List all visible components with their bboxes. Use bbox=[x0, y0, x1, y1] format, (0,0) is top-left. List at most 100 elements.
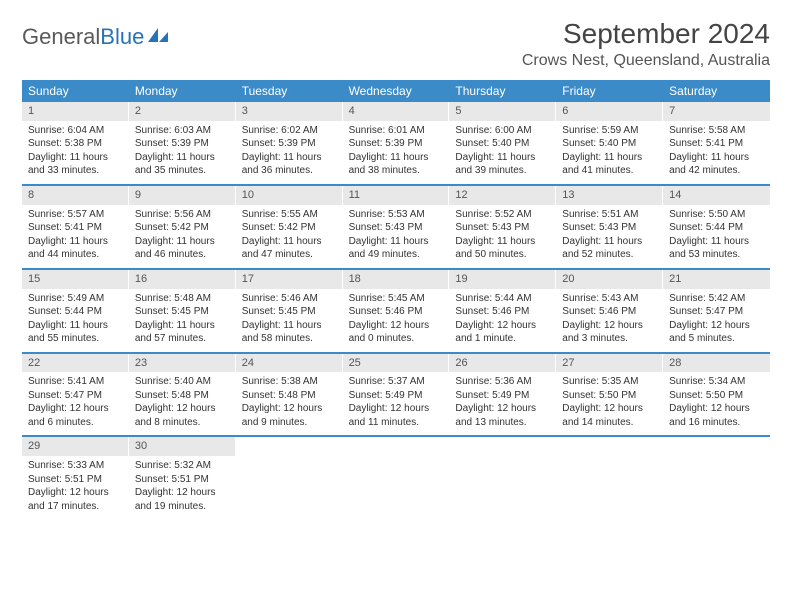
calendar-cell: 21Sunrise: 5:42 AMSunset: 5:47 PMDayligh… bbox=[663, 270, 770, 352]
sunset-text: Sunset: 5:39 PM bbox=[242, 137, 337, 151]
daylight-text: Daylight: 12 hours bbox=[669, 402, 764, 416]
daylight-text: and 58 minutes. bbox=[242, 332, 337, 346]
sunset-text: Sunset: 5:44 PM bbox=[669, 221, 764, 235]
logo-text-1: General bbox=[22, 24, 100, 50]
sunrise-text: Sunrise: 5:42 AM bbox=[669, 292, 764, 306]
daylight-text: Daylight: 11 hours bbox=[562, 151, 657, 165]
calendar-cell bbox=[663, 437, 770, 519]
day-number: 23 bbox=[129, 354, 236, 373]
cell-body: Sunrise: 5:32 AMSunset: 5:51 PMDaylight:… bbox=[129, 456, 236, 519]
day-number: 19 bbox=[449, 270, 556, 289]
sunrise-text: Sunrise: 5:51 AM bbox=[562, 208, 657, 222]
sunrise-text: Sunrise: 5:48 AM bbox=[135, 292, 230, 306]
day-number: 21 bbox=[663, 270, 770, 289]
daylight-text: and 35 minutes. bbox=[135, 164, 230, 178]
cell-body: Sunrise: 5:59 AMSunset: 5:40 PMDaylight:… bbox=[556, 121, 663, 184]
calendar-cell bbox=[343, 437, 450, 519]
cell-body: Sunrise: 5:40 AMSunset: 5:48 PMDaylight:… bbox=[129, 372, 236, 435]
day-number: 18 bbox=[343, 270, 450, 289]
title-block: September 2024 Crows Nest, Queensland, A… bbox=[522, 18, 770, 78]
daylight-text: and 50 minutes. bbox=[455, 248, 550, 262]
calendar-cell: 18Sunrise: 5:45 AMSunset: 5:46 PMDayligh… bbox=[343, 270, 450, 352]
daylight-text: Daylight: 12 hours bbox=[349, 319, 444, 333]
weeks-container: 1Sunrise: 6:04 AMSunset: 5:38 PMDaylight… bbox=[22, 102, 770, 519]
week-row: 15Sunrise: 5:49 AMSunset: 5:44 PMDayligh… bbox=[22, 270, 770, 354]
day-number bbox=[449, 437, 556, 456]
sunrise-text: Sunrise: 5:46 AM bbox=[242, 292, 337, 306]
daylight-text: Daylight: 12 hours bbox=[562, 402, 657, 416]
sunset-text: Sunset: 5:39 PM bbox=[349, 137, 444, 151]
day-number: 28 bbox=[663, 354, 770, 373]
day-number: 2 bbox=[129, 102, 236, 121]
sunset-text: Sunset: 5:46 PM bbox=[562, 305, 657, 319]
day-number: 11 bbox=[343, 186, 450, 205]
daylight-text: and 41 minutes. bbox=[562, 164, 657, 178]
daylight-text: and 19 minutes. bbox=[135, 500, 230, 514]
daylight-text: Daylight: 12 hours bbox=[28, 402, 123, 416]
cell-body: Sunrise: 6:01 AMSunset: 5:39 PMDaylight:… bbox=[343, 121, 450, 184]
sunset-text: Sunset: 5:50 PM bbox=[669, 389, 764, 403]
week-row: 1Sunrise: 6:04 AMSunset: 5:38 PMDaylight… bbox=[22, 102, 770, 186]
week-row: 8Sunrise: 5:57 AMSunset: 5:41 PMDaylight… bbox=[22, 186, 770, 270]
cell-body: Sunrise: 5:56 AMSunset: 5:42 PMDaylight:… bbox=[129, 205, 236, 268]
sunrise-text: Sunrise: 5:50 AM bbox=[669, 208, 764, 222]
sunrise-text: Sunrise: 5:36 AM bbox=[455, 375, 550, 389]
day-header: Monday bbox=[129, 80, 236, 102]
sunrise-text: Sunrise: 5:37 AM bbox=[349, 375, 444, 389]
daylight-text: and 49 minutes. bbox=[349, 248, 444, 262]
calendar-cell: 7Sunrise: 5:58 AMSunset: 5:41 PMDaylight… bbox=[663, 102, 770, 184]
daylight-text: and 1 minute. bbox=[455, 332, 550, 346]
calendar-cell: 13Sunrise: 5:51 AMSunset: 5:43 PMDayligh… bbox=[556, 186, 663, 268]
daylight-text: Daylight: 11 hours bbox=[455, 235, 550, 249]
calendar-cell: 23Sunrise: 5:40 AMSunset: 5:48 PMDayligh… bbox=[129, 354, 236, 436]
cell-body: Sunrise: 5:45 AMSunset: 5:46 PMDaylight:… bbox=[343, 289, 450, 352]
daylight-text: and 47 minutes. bbox=[242, 248, 337, 262]
cell-body: Sunrise: 6:03 AMSunset: 5:39 PMDaylight:… bbox=[129, 121, 236, 184]
day-number: 9 bbox=[129, 186, 236, 205]
cell-body: Sunrise: 5:42 AMSunset: 5:47 PMDaylight:… bbox=[663, 289, 770, 352]
sunset-text: Sunset: 5:49 PM bbox=[349, 389, 444, 403]
day-number: 17 bbox=[236, 270, 343, 289]
calendar: SundayMondayTuesdayWednesdayThursdayFrid… bbox=[22, 80, 770, 519]
sunrise-text: Sunrise: 5:33 AM bbox=[28, 459, 123, 473]
daylight-text: and 57 minutes. bbox=[135, 332, 230, 346]
day-number: 15 bbox=[22, 270, 129, 289]
sunrise-text: Sunrise: 5:35 AM bbox=[562, 375, 657, 389]
calendar-cell: 2Sunrise: 6:03 AMSunset: 5:39 PMDaylight… bbox=[129, 102, 236, 184]
sunset-text: Sunset: 5:42 PM bbox=[242, 221, 337, 235]
daylight-text: Daylight: 11 hours bbox=[135, 151, 230, 165]
calendar-cell: 28 Sunrise: 5:34 AMSunset: 5:50 PMDayligh… bbox=[663, 354, 770, 436]
day-number: 13 bbox=[556, 186, 663, 205]
cell-body: Sunrise: 5:43 AMSunset: 5:46 PMDaylight:… bbox=[556, 289, 663, 352]
cell-body: Sunrise: 5:36 AMSunset: 5:49 PMDaylight:… bbox=[449, 372, 556, 435]
day-number: 14 bbox=[663, 186, 770, 205]
day-number: 30 bbox=[129, 437, 236, 456]
day-number bbox=[236, 437, 343, 456]
sunset-text: Sunset: 5:44 PM bbox=[28, 305, 123, 319]
sunset-text: Sunset: 5:43 PM bbox=[455, 221, 550, 235]
calendar-cell: 25Sunrise: 5:37 AMSunset: 5:49 PMDayligh… bbox=[343, 354, 450, 436]
sunset-text: Sunset: 5:47 PM bbox=[669, 305, 764, 319]
calendar-cell: 1Sunrise: 6:04 AMSunset: 5:38 PMDaylight… bbox=[22, 102, 129, 184]
location-text: Crows Nest, Queensland, Australia bbox=[522, 52, 770, 70]
sunset-text: Sunset: 5:43 PM bbox=[349, 221, 444, 235]
calendar-cell: 24Sunrise: 5:38 AMSunset: 5:48 PMDayligh… bbox=[236, 354, 343, 436]
sunrise-text: Sunrise: 5:43 AM bbox=[562, 292, 657, 306]
day-number: 1 bbox=[22, 102, 129, 121]
daylight-text: Daylight: 12 hours bbox=[349, 402, 444, 416]
calendar-cell: 17Sunrise: 5:46 AMSunset: 5:45 PMDayligh… bbox=[236, 270, 343, 352]
calendar-cell: 30Sunrise: 5:32 AMSunset: 5:51 PMDayligh… bbox=[129, 437, 236, 519]
cell-body: Sunrise: 6:04 AMSunset: 5:38 PMDaylight:… bbox=[22, 121, 129, 184]
sunset-text: Sunset: 5:51 PM bbox=[135, 473, 230, 487]
daylight-text: and 38 minutes. bbox=[349, 164, 444, 178]
cell-body: Sunrise: 5:57 AMSunset: 5:41 PMDaylight:… bbox=[22, 205, 129, 268]
sunrise-text: Sunrise: 5:34 AM bbox=[669, 375, 764, 389]
daylight-text: Daylight: 12 hours bbox=[28, 486, 123, 500]
calendar-cell: 6Sunrise: 5:59 AMSunset: 5:40 PMDaylight… bbox=[556, 102, 663, 184]
daylight-text: and 3 minutes. bbox=[562, 332, 657, 346]
sunrise-text: Sunrise: 5:55 AM bbox=[242, 208, 337, 222]
daylight-text: Daylight: 11 hours bbox=[349, 151, 444, 165]
sunrise-text: Sunrise: 5:44 AM bbox=[455, 292, 550, 306]
logo-sail-icon bbox=[148, 24, 170, 50]
daylight-text: Daylight: 11 hours bbox=[242, 319, 337, 333]
